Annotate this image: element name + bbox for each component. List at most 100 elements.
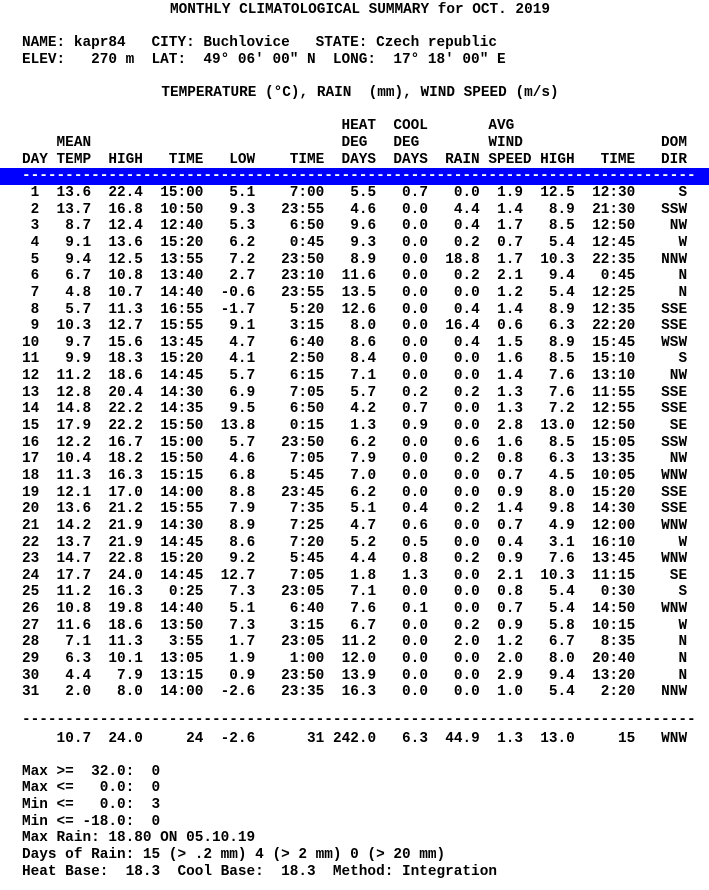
cell-wind-high: 12.5: [522, 185, 575, 202]
cell-low: -2.6: [203, 684, 256, 701]
cell-dom-dir: WNW: [635, 517, 688, 534]
cell-mean-temp: 13.6: [39, 185, 92, 202]
cell-high-time: 14:00: [142, 684, 204, 701]
cell-low-time: 5:20: [255, 301, 325, 318]
cell-wind-high-time: 0:45: [574, 268, 636, 285]
cell-wind-high-time: 15:45: [574, 334, 636, 351]
cell-high: 21.9: [91, 517, 143, 534]
cell-low: 12.7: [203, 567, 256, 584]
blank-line: [22, 102, 709, 119]
summary-row-container: 10.7 24.0 24 -2.6 31 242.0 6.3 44.9 1.3 …: [22, 731, 709, 748]
cell-cool-deg-days: 0.0: [376, 434, 428, 451]
selected-separator-line[interactable]: ----------------------------------------…: [0, 168, 709, 186]
cell-wind-high: 13.0: [522, 418, 575, 435]
cell-wind-high-time: 12:45: [574, 234, 636, 251]
cell-wind-high: 8.5: [522, 351, 575, 368]
cell-heat-deg-days: 7.9: [324, 451, 377, 468]
cell-low: 7.3: [203, 584, 256, 601]
table-row: 11 9.9 18.3 15:20 4.1 2:50 8.4 0.0 0.0 1…: [22, 351, 709, 368]
cell-avg-wind-speed: 0.8: [479, 451, 523, 468]
cell-high-time: 13:40: [142, 268, 204, 285]
table-row: 27 11.6 18.6 13:50 7.3 3:15 6.7 0.0 0.2 …: [22, 618, 709, 635]
cell-low: 4.7: [203, 334, 256, 351]
cell-heat-deg-days: 7.0: [324, 467, 377, 484]
cell-cool-deg-days: 0.0: [376, 368, 428, 385]
cell-rain: 0.0: [427, 418, 480, 435]
cell-avg-wind-speed: 0.7: [479, 234, 523, 251]
cell-mean-temp: 12.1: [39, 484, 92, 501]
cell-low: -1.7: [203, 301, 256, 318]
cell-day: 5: [22, 251, 40, 268]
cell-high-time: 12:40: [142, 218, 204, 235]
cell-low-time: 0:15: [255, 418, 325, 435]
cell-avg-wind-speed: 0.9: [479, 617, 523, 634]
cell-day: 14: [22, 401, 40, 418]
cell-high: 10.7: [91, 284, 143, 301]
cell-rain: 0.0: [427, 584, 480, 601]
cell-cool-deg-days: 0.0: [376, 284, 428, 301]
cell-low: 4.1: [203, 351, 256, 368]
cell-cool-deg-days: 0.0: [376, 234, 428, 251]
cell-rain: 0.0: [427, 684, 480, 701]
cell-low: 7.2: [203, 251, 256, 268]
cell-cool-deg-days: 0.0: [376, 484, 428, 501]
cell-avg-wind-speed: 1.7: [479, 218, 523, 235]
cell-rain: 0.0: [427, 467, 480, 484]
cell-high-time: 24: [142, 730, 204, 747]
cell-avg-wind-speed: 2.9: [479, 667, 523, 684]
cell-cool-deg-days: 0.7: [376, 401, 428, 418]
cell-heat-deg-days: 4.2: [324, 401, 377, 418]
cell-day: 18: [22, 467, 40, 484]
cell-mean-temp: 17.9: [39, 418, 92, 435]
station-name-line: NAME: kapr84 CITY: Buchlovice STATE: Cze…: [22, 35, 497, 52]
cell-rain: 0.2: [427, 501, 480, 518]
cell-high: 18.6: [91, 368, 143, 385]
cell-wind-high-time: 12:00: [574, 517, 636, 534]
cell-heat-deg-days: 7.1: [324, 368, 377, 385]
cell-day: 13: [22, 384, 40, 401]
cell-day: 28: [22, 634, 40, 651]
cell-wind-high: 8.9: [522, 301, 575, 318]
cell-day: 15: [22, 418, 40, 435]
cell-heat-deg-days: 16.3: [324, 684, 377, 701]
cell-high: 15.6: [91, 334, 143, 351]
table-row: 18 11.3 16.3 15:15 6.8 5:45 7.0 0.0 0.0 …: [22, 468, 709, 485]
cell-high-time: 14:30: [142, 517, 204, 534]
table-row: 9 10.3 12.7 15:55 9.1 3:15 8.0 0.0 16.4 …: [22, 318, 709, 335]
cell-low-time: 6:50: [255, 218, 325, 235]
cell-cool-deg-days: 0.0: [376, 634, 428, 651]
table-row: 10 9.7 15.6 13:45 4.7 6:40 8.6 0.0 0.4 1…: [22, 335, 709, 352]
cell-wind-high-time: 12:55: [574, 401, 636, 418]
cell-rain: 0.2: [427, 617, 480, 634]
cell-high: 16.3: [91, 467, 143, 484]
cell-day: [22, 731, 39, 747]
cell-cool-deg-days: 0.0: [376, 667, 428, 684]
cell-high: 11.3: [91, 301, 143, 318]
cell-rain: 0.0: [427, 401, 480, 418]
footer-line-3: Min <= 0.0: 3: [22, 797, 161, 814]
cell-low: 0.9: [203, 667, 256, 684]
cell-high: 12.7: [91, 318, 143, 335]
cell-high-time: 15:20: [142, 351, 204, 368]
cell-mean-temp: 11.3: [39, 467, 92, 484]
footer-line-1: Max >= 32.0: 0: [22, 763, 161, 780]
cell-dom-dir: SSE: [635, 501, 688, 518]
cell-mean-temp: 11.6: [39, 617, 92, 634]
cell-low-time: 23:05: [255, 634, 325, 651]
cell-mean-temp: 4.4: [39, 667, 92, 684]
cell-avg-wind-speed: 0.9: [479, 484, 523, 501]
cell-high-time: 15:55: [142, 318, 204, 335]
cell-rain: 0.2: [427, 451, 480, 468]
blank-line: [22, 69, 709, 86]
cell-cool-deg-days: 0.1: [376, 601, 428, 618]
cell-rain: 0.0: [427, 484, 480, 501]
cell-heat-deg-days: 6.7: [324, 617, 377, 634]
cell-heat-deg-days: 11.2: [324, 634, 377, 651]
cell-day: 30: [22, 667, 40, 684]
cell-rain: 0.4: [427, 218, 480, 235]
cell-dom-dir: N: [635, 650, 688, 667]
cell-wind-high-time: 15: [574, 730, 636, 747]
cell-heat-deg-days: 7.1: [324, 584, 377, 601]
cell-high-time: 13:50: [142, 617, 204, 634]
cell-high-time: 14:45: [142, 534, 204, 551]
